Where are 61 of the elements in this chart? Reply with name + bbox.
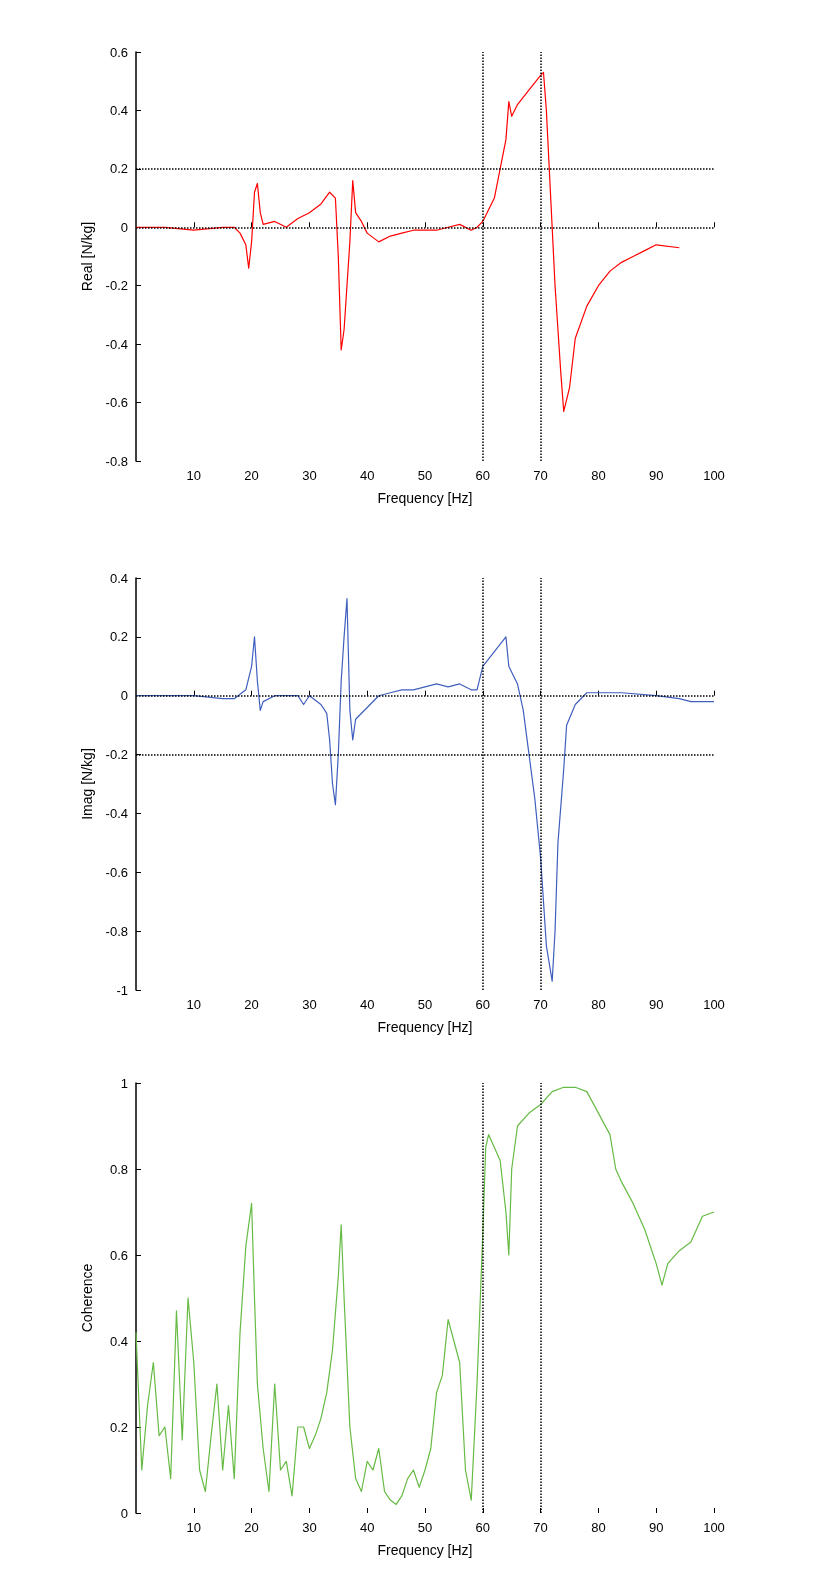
y-tick-label: 0.4 bbox=[109, 1333, 128, 1349]
x-tick-label: 70 bbox=[533, 468, 548, 483]
x-tick-label: 60 bbox=[475, 997, 491, 1012]
x-axis-title: Frequency [Hz] bbox=[377, 1542, 473, 1558]
x-tick-label: 50 bbox=[417, 997, 433, 1012]
line-series bbox=[135, 598, 715, 982]
x-tick-label: 30 bbox=[302, 997, 317, 1012]
y-tick-label: -0.2 bbox=[105, 747, 128, 763]
line-series bbox=[135, 71, 680, 412]
x-tick-label: 20 bbox=[244, 1520, 259, 1535]
x-axis-title: Frequency [Hz] bbox=[377, 490, 473, 506]
y-axis-title: Real [N/kg] bbox=[79, 221, 95, 292]
x-tick-label: 80 bbox=[591, 468, 606, 483]
x-tick-label: 10 bbox=[186, 468, 202, 483]
x-tick-label: 100 bbox=[703, 1520, 725, 1535]
x-tick-label: 80 bbox=[591, 1520, 606, 1535]
x-tick-label: 50 bbox=[417, 1520, 433, 1535]
x-tick-label: 30 bbox=[302, 1520, 317, 1535]
x-tick-label: 70 bbox=[533, 997, 548, 1012]
x-tick-label: 60 bbox=[475, 468, 491, 483]
y-tick-label: -0.6 bbox=[105, 395, 128, 411]
y-axis-title: Coherence bbox=[79, 1263, 95, 1333]
x-tick-label: 30 bbox=[302, 468, 317, 483]
y-tick-label: 0.4 bbox=[109, 570, 128, 586]
x-tick-label: 90 bbox=[648, 997, 664, 1012]
y-tick-label: 0 bbox=[120, 219, 128, 235]
y-tick-label: -0.6 bbox=[105, 864, 128, 880]
y-tick-label: 1 bbox=[120, 1075, 128, 1091]
y-tick-label: 0.2 bbox=[109, 161, 128, 177]
x-tick-label: 60 bbox=[475, 1520, 491, 1535]
y-tick-label: -1 bbox=[116, 982, 128, 998]
x-tick-label: 80 bbox=[591, 997, 606, 1012]
y-tick-label: 0.2 bbox=[109, 629, 128, 645]
x-tick-label: 40 bbox=[359, 468, 375, 483]
x-tick-label: 90 bbox=[648, 1520, 664, 1535]
x-tick-label: 20 bbox=[244, 997, 259, 1012]
y-tick-label: -0.8 bbox=[105, 453, 128, 469]
y-tick-label: 0.4 bbox=[109, 102, 128, 118]
y-tick-label: 0 bbox=[120, 688, 128, 704]
x-tick-label: 70 bbox=[533, 1520, 548, 1535]
y-tick-label: -0.4 bbox=[105, 805, 128, 821]
x-tick-label: 10 bbox=[186, 997, 202, 1012]
y-tick-label: 0.8 bbox=[109, 1161, 128, 1177]
x-axis-title: Frequency [Hz] bbox=[377, 1019, 473, 1035]
x-tick-label: 50 bbox=[417, 468, 433, 483]
x-tick-label: 40 bbox=[359, 997, 375, 1012]
x-tick-label: 10 bbox=[186, 1520, 202, 1535]
x-tick-label: 90 bbox=[648, 468, 664, 483]
x-tick-label: 20 bbox=[244, 468, 259, 483]
x-tick-label: 100 bbox=[703, 997, 725, 1012]
y-tick-label: 0.6 bbox=[109, 44, 128, 60]
x-tick-label: 40 bbox=[359, 1520, 375, 1535]
y-axis-title: Imag [N/kg] bbox=[79, 748, 95, 820]
line-series bbox=[135, 1086, 715, 1505]
y-tick-label: 0.2 bbox=[109, 1419, 128, 1435]
y-tick-label: 0.6 bbox=[109, 1247, 128, 1263]
x-tick-label: 100 bbox=[703, 468, 725, 483]
y-tick-label: -0.2 bbox=[105, 278, 128, 294]
y-tick-label: -0.8 bbox=[105, 923, 128, 939]
y-tick-label: -0.4 bbox=[105, 336, 128, 352]
y-tick-label: 0 bbox=[120, 1505, 128, 1521]
